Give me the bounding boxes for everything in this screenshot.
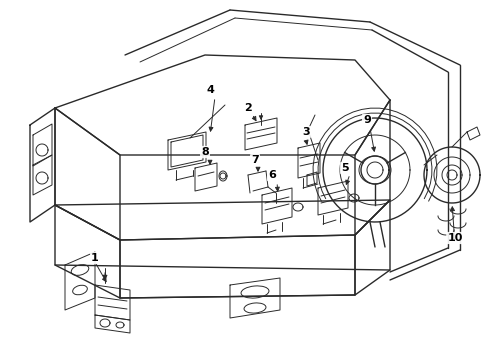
Text: 2: 2	[244, 103, 252, 113]
Text: 7: 7	[251, 155, 259, 165]
Text: 10: 10	[447, 233, 463, 243]
Text: 1: 1	[91, 253, 99, 263]
Text: 9: 9	[363, 115, 371, 125]
Text: 3: 3	[302, 127, 310, 137]
Text: 4: 4	[206, 85, 214, 95]
Text: 8: 8	[201, 147, 209, 157]
Text: 6: 6	[268, 170, 276, 180]
Text: 5: 5	[341, 163, 349, 173]
